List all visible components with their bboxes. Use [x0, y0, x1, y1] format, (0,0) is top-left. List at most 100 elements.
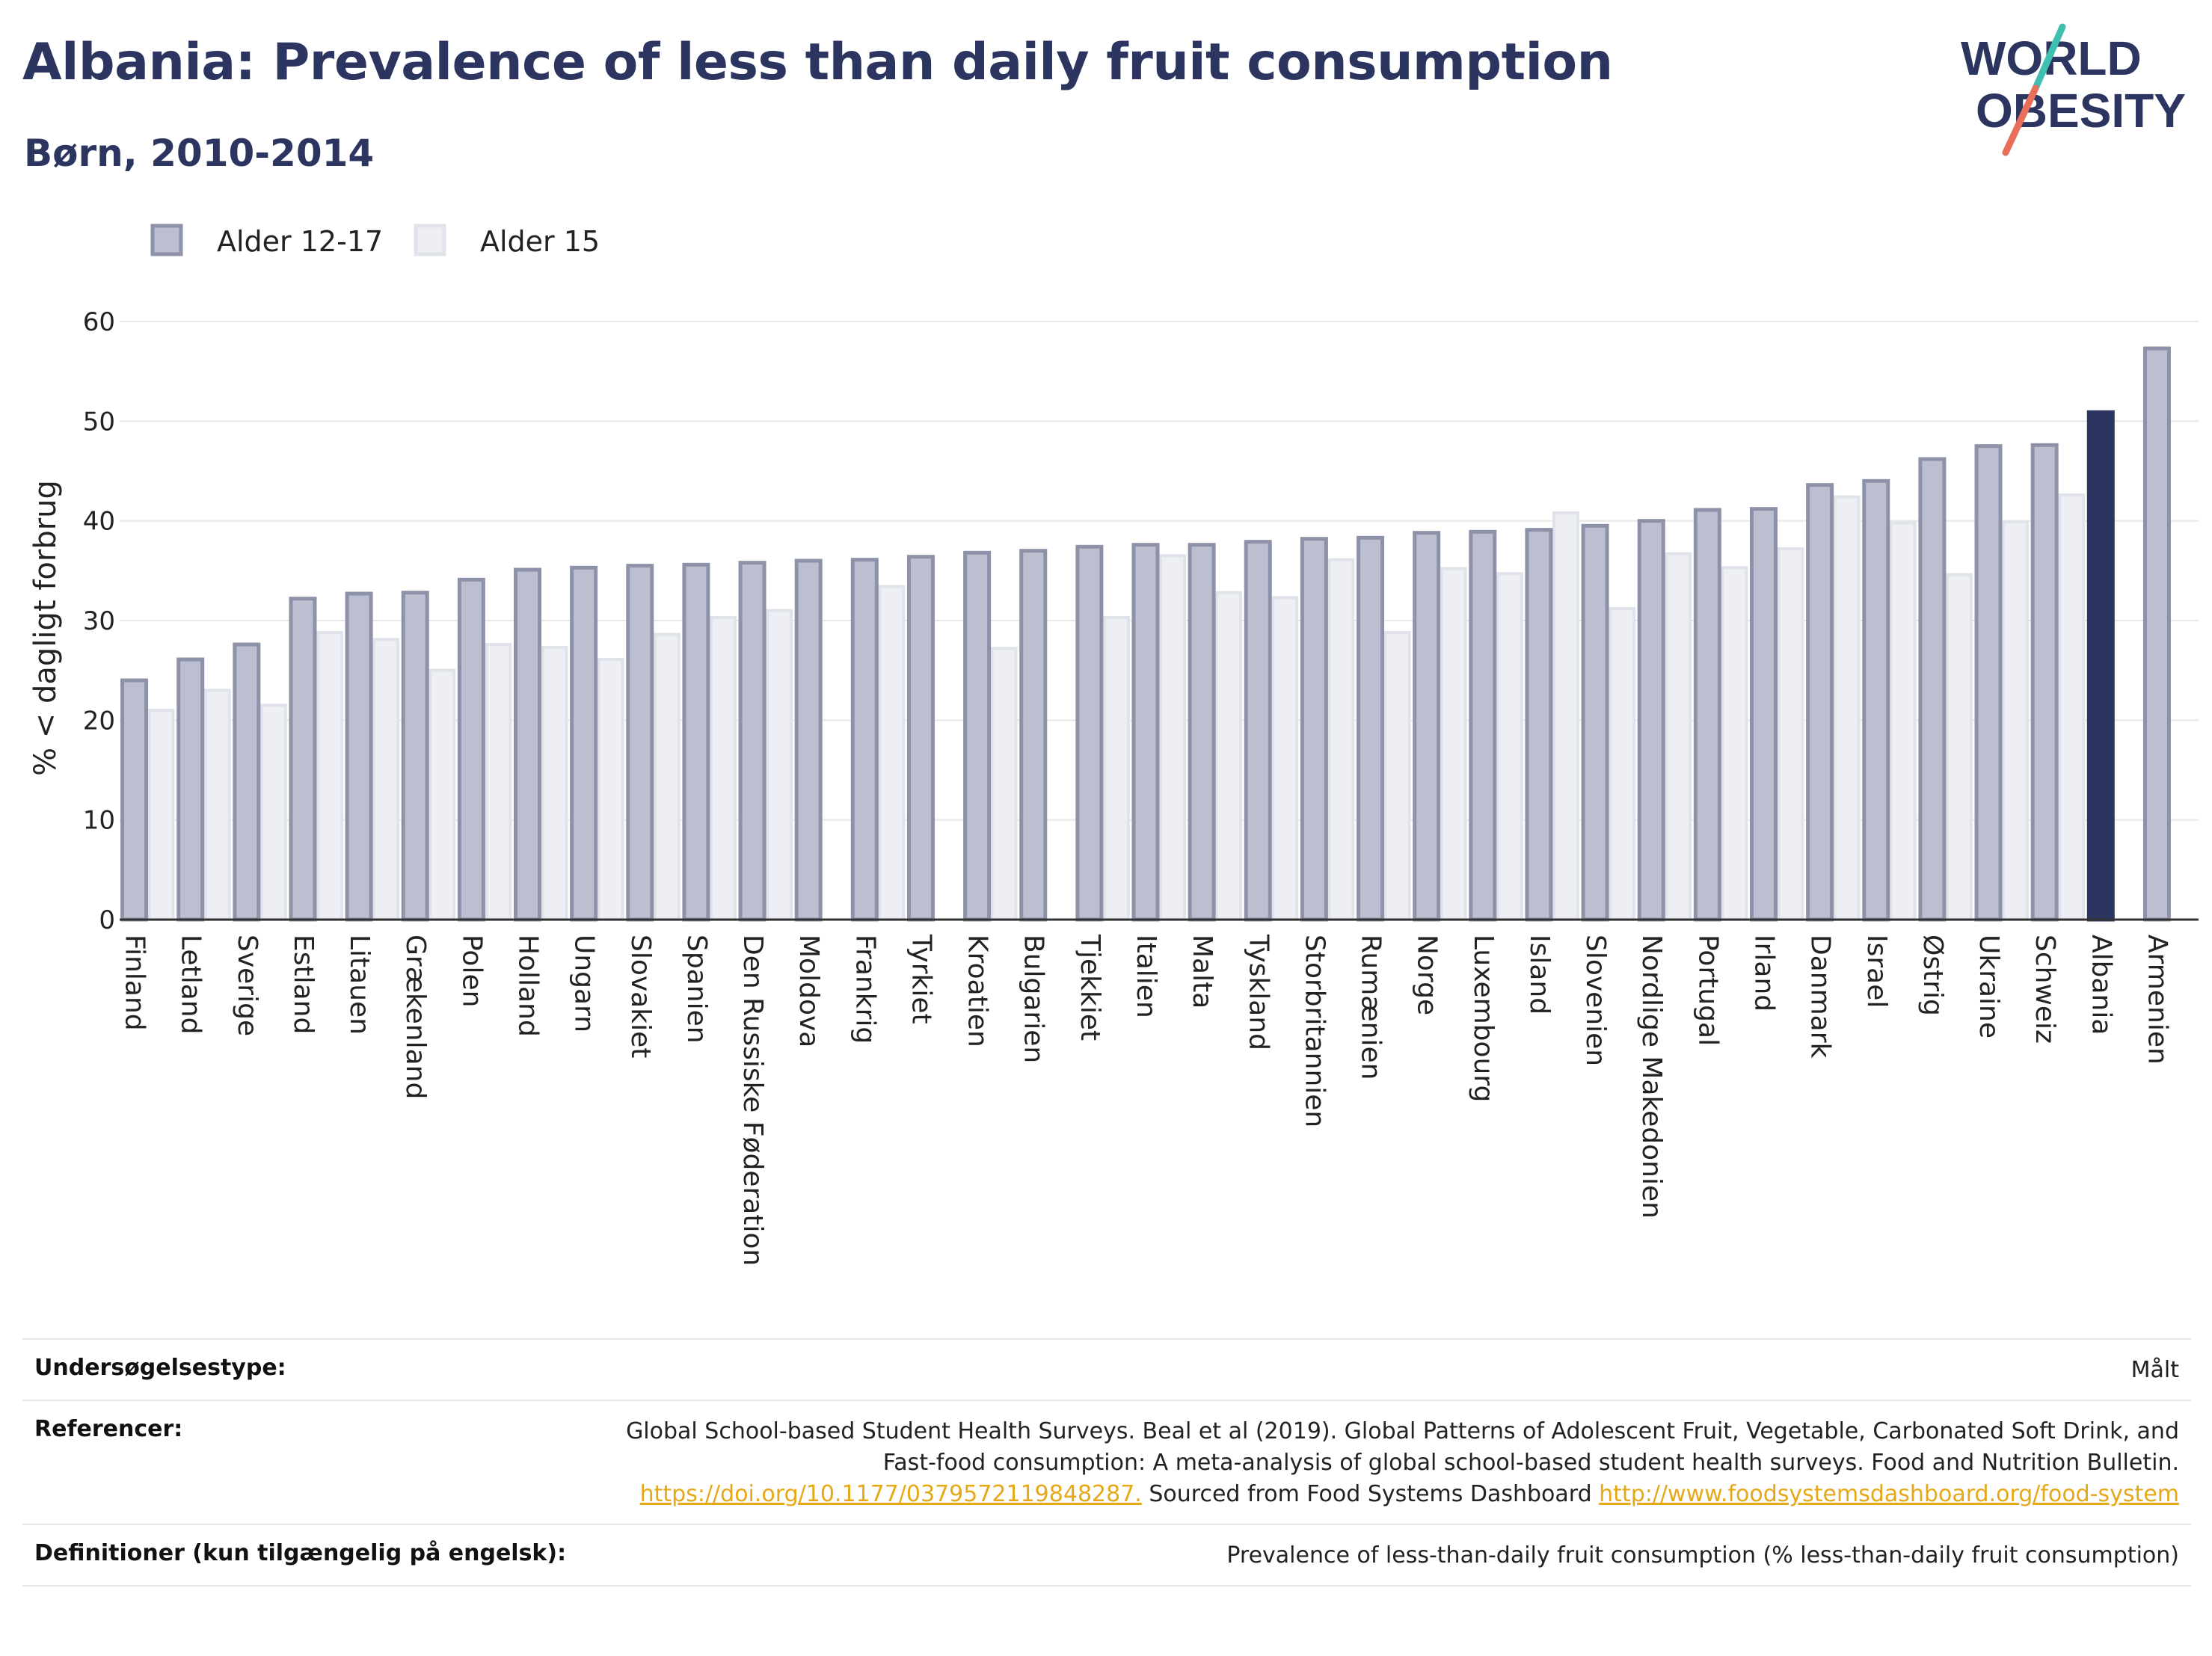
x-tick-label: Tyskland [1243, 934, 1274, 1050]
bar-alder-15 [428, 668, 456, 922]
x-tick-label: Irland [1748, 935, 1779, 1012]
bar-alder-15 [1889, 521, 1917, 922]
bar-alder-15 [1833, 495, 1861, 921]
y-tick-label: 20 [83, 706, 115, 736]
bar-alder-15 [1215, 591, 1243, 922]
bar-alder-12-17 [1188, 543, 1216, 922]
bar-alder-12-17 [1131, 543, 1160, 922]
x-tick-label: Spanien [681, 935, 712, 1044]
references-label: Referencer: [34, 1416, 183, 1442]
bar-alder-12-17 [457, 577, 485, 922]
bar-alder-12-17 [626, 564, 654, 922]
x-tick-label: Østrig [1917, 935, 1948, 1016]
bar-alder-12-17 [233, 642, 261, 922]
bar-alder-12-17 [682, 562, 710, 922]
bar-alder-15 [147, 709, 175, 921]
bar-alder-12-17 [1469, 529, 1497, 922]
x-tick-label: Bulgarien [1019, 935, 1049, 1063]
bar-alder-15 [1777, 547, 1804, 921]
logo-slash-teal [2032, 23, 2066, 92]
bar-alder-12-17 [906, 555, 935, 922]
bar-alder-12-17 [1075, 544, 1104, 922]
y-tick-label: 0 [99, 905, 115, 935]
definitions-value: Prevalence of less-than-daily fruit cons… [1226, 1542, 2179, 1569]
x-tick-label: Ungarn [569, 935, 600, 1032]
x-axis-labels: Finland Letland Sverige Estland Litauen Græke… [120, 934, 2173, 1266]
bar-alder-15 [597, 658, 624, 921]
x-tick-label: Sverige [232, 935, 262, 1036]
bar-alder-12-17 [345, 591, 373, 922]
bar-alder-15 [878, 585, 906, 922]
bar-alder-15 [1552, 511, 1579, 921]
survey-type-label: Undersøgelsestype: [34, 1355, 286, 1381]
x-tick-label: Storbritannien [1299, 935, 1330, 1127]
x-tick-label: Slovakiet [625, 935, 656, 1058]
x-tick-label: Litauen [344, 935, 375, 1035]
logo-text-obesity: OBESITY [1976, 84, 2186, 138]
x-tick-label: Kroatien [962, 935, 993, 1047]
y-tick-label: 60 [83, 307, 115, 337]
bar-alder-12-17 [2030, 443, 2059, 922]
x-tick-label: Nordlige Makedonien [1636, 935, 1667, 1219]
doi-link[interactable]: https://doi.org/10.1177/0379572119848287… [639, 1481, 1142, 1507]
definitions-row: Definitioner (kun tilgængelig på engelsk… [22, 1524, 2191, 1586]
bar-alder-12-17 [2142, 346, 2171, 922]
x-tick-label: Polen [456, 935, 487, 1007]
bar-alder-12-17 [850, 558, 879, 922]
y-axis-label: % < dagligt forbrug [28, 480, 63, 776]
bar-alder-12-17 [738, 561, 766, 922]
bar-alder-12-17 [1974, 444, 2003, 922]
x-tick-label: Ukraine [1973, 935, 2004, 1038]
dashboard-link[interactable]: http://www.foodsystemsdashboard.org/food… [1599, 1481, 2179, 1507]
x-tick-label: Schweiz [2030, 935, 2060, 1044]
bar-alder-12-17 [1244, 540, 1272, 922]
y-tick-label: 30 [83, 606, 115, 636]
bar-alder-15 [766, 609, 793, 922]
bar-alder-12-17-highlight [2086, 410, 2115, 922]
bar-alder-12-17 [1525, 528, 1553, 922]
legend-swatch [150, 224, 183, 256]
bar-alder-15 [485, 643, 512, 921]
x-tick-label: Danmark [1805, 935, 1836, 1059]
bar-alder-15 [1271, 596, 1299, 921]
bar-alder-15 [1383, 631, 1411, 921]
x-tick-label: Island [1524, 935, 1555, 1015]
references-middle: Sourced from Food Systems Dashboard [1141, 1481, 1600, 1507]
bar-alder-12-17 [1413, 531, 1441, 922]
x-tick-label: Rumænien [1356, 935, 1386, 1080]
survey-type-value: Målt [2130, 1357, 2179, 1383]
footer-info: Undersøgelsestype: Målt Referencer: Glob… [22, 1338, 2191, 1586]
bar-alder-12-17 [289, 597, 317, 922]
bar-alder-12-17 [1806, 483, 1834, 922]
x-tick-label: Tjekkiet [1075, 934, 1105, 1041]
references-value: Global School-based Student Health Surve… [609, 1416, 2179, 1510]
bar-alder-15 [709, 616, 737, 921]
bar-alder-12-17 [570, 565, 598, 922]
bar-alder-12-17 [176, 657, 205, 922]
bar-alder-15 [1440, 567, 1467, 921]
x-tick-label: Norge [1412, 935, 1443, 1015]
bars [120, 346, 2171, 922]
survey-type-row: Undersøgelsestype: Målt [22, 1338, 2191, 1400]
bar-alder-15 [372, 638, 400, 921]
bar-alder-12-17 [794, 558, 823, 922]
bar-alder-15 [653, 632, 681, 922]
bar-alder-12-17 [963, 550, 992, 922]
chart-title: Albania: Prevalence of less than daily f… [22, 33, 1613, 92]
bar-alder-15 [2058, 493, 2086, 921]
y-axis: 0 10 20 30 40 50 60 [83, 307, 115, 935]
bar-alder-12-17 [1581, 523, 1609, 922]
x-tick-label: Malta [1187, 935, 1217, 1009]
references-text: Global School-based Student Health Surve… [626, 1418, 2179, 1476]
bar-alder-15 [259, 704, 287, 921]
bar-alder-15 [1945, 573, 1973, 921]
x-tick-label: Den Russiske Føderation [737, 935, 768, 1266]
bar-alder-12-17 [514, 567, 542, 922]
logo-slash-red [2002, 84, 2039, 156]
bar-alder-15 [990, 647, 1018, 921]
bar-alder-12-17 [1862, 478, 1890, 922]
x-tick-label: Holland [513, 935, 544, 1037]
bar-alder-15 [1496, 572, 1523, 921]
x-tick-label: Moldova [793, 935, 824, 1047]
bar-alder-15 [1327, 558, 1355, 921]
